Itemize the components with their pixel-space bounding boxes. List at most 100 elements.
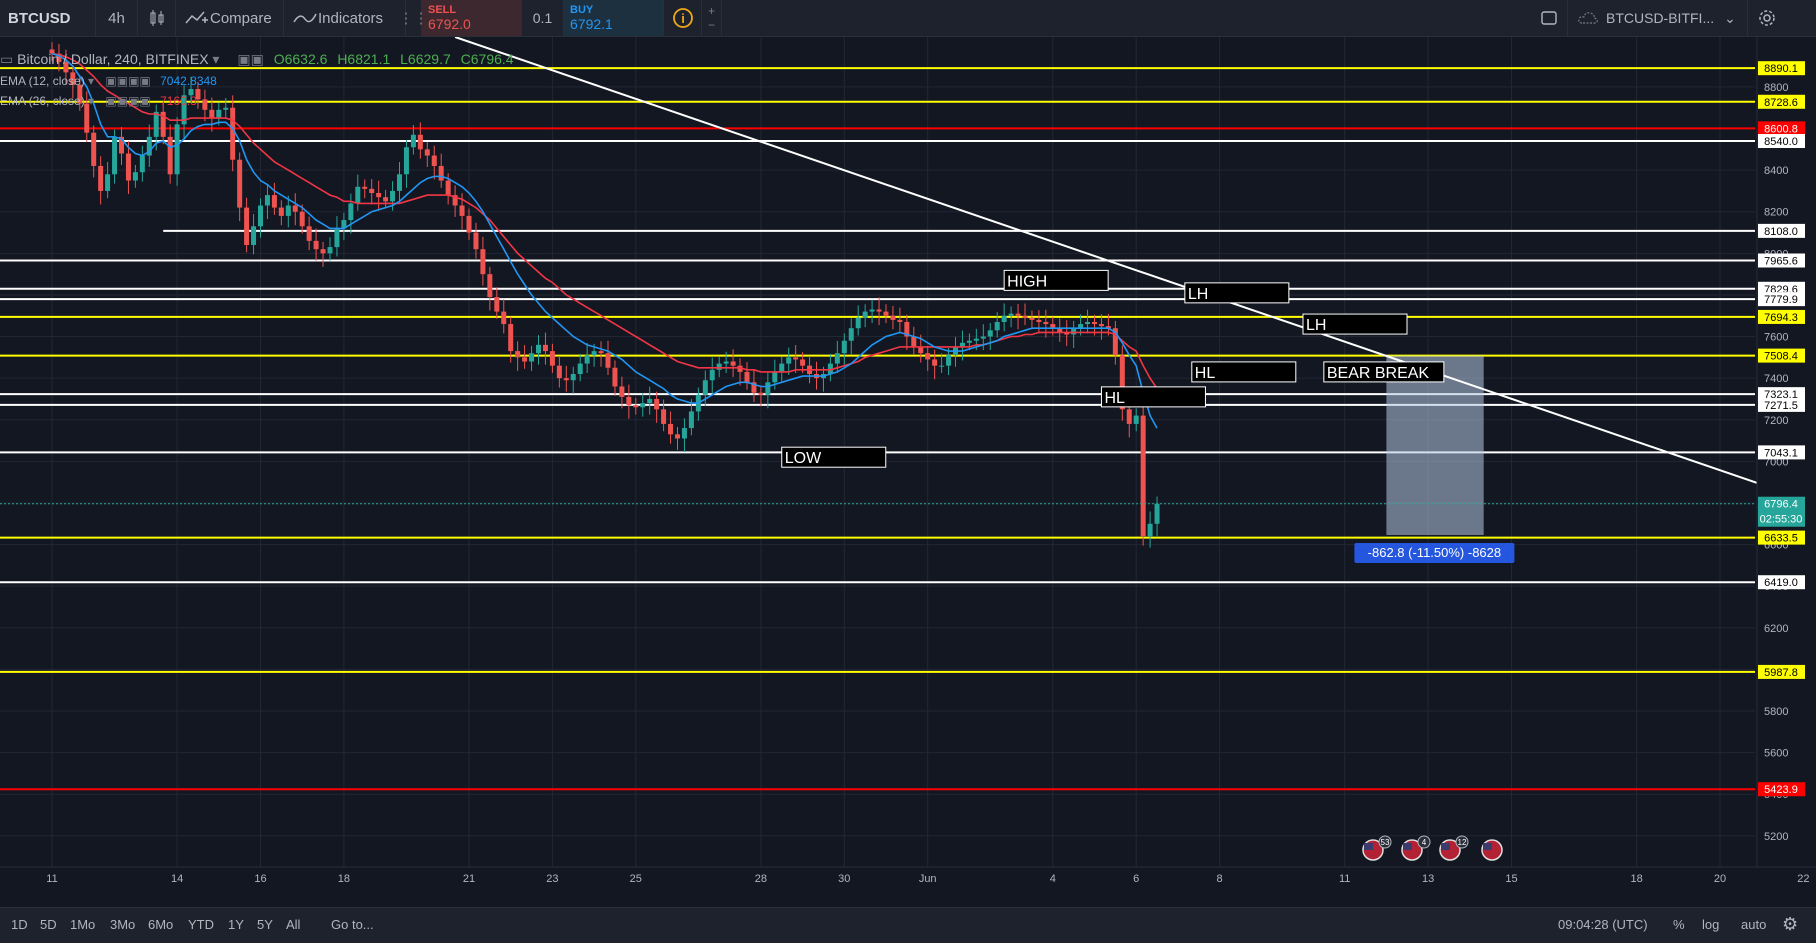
- gear-icon[interactable]: ⚙: [1782, 914, 1799, 934]
- range-button-all[interactable]: All: [286, 917, 301, 932]
- drag-handle-icon[interactable]: ⋮⋮: [399, 0, 429, 36]
- legend-ema12[interactable]: EMA (12, close) ▾ ▣▣▣▣ 7042.8348: [0, 74, 217, 88]
- annotation-box: [1003, 269, 1109, 291]
- level-badge: [1758, 664, 1805, 679]
- indicators-button[interactable]: Indicators: [284, 0, 406, 36]
- candle-body: [397, 174, 402, 191]
- auto-toggle[interactable]: auto: [1741, 917, 1767, 932]
- ema26-buttons-icon[interactable]: ▣▣▣▣: [105, 94, 151, 108]
- candle-body: [515, 351, 521, 358]
- level-label: 7508.4: [1764, 351, 1798, 363]
- log-toggle[interactable]: log: [1702, 917, 1720, 932]
- compare-label: Compare: [210, 9, 272, 27]
- candle-body: [1029, 317, 1035, 320]
- event-badge: [1378, 835, 1392, 849]
- percent-toggle[interactable]: %: [1673, 917, 1685, 932]
- minus-icon[interactable]: −: [707, 18, 715, 32]
- candle-body: [230, 107, 236, 160]
- range-button-6mo[interactable]: 6Mo: [148, 917, 174, 932]
- goto-button[interactable]: Go to...: [331, 917, 374, 932]
- candle-body: [584, 355, 590, 364]
- symbol-search[interactable]: BTCUSD: [0, 0, 96, 36]
- ema26-line: [51, 52, 1158, 390]
- level-label: 6633.5: [1764, 533, 1798, 545]
- candle-body: [63, 61, 69, 73]
- level-label: 8890.1: [1764, 63, 1798, 75]
- candle-body: [1112, 328, 1118, 356]
- candle-body: [1071, 328, 1077, 335]
- flag-canton: [1483, 843, 1492, 850]
- chart-style-button[interactable]: [138, 0, 176, 36]
- candle-body: [292, 205, 298, 212]
- event-badge: [1417, 835, 1431, 849]
- legend-high: H6821.1: [337, 51, 391, 67]
- time-tick: 16: [254, 873, 266, 885]
- ema12-buttons-icon[interactable]: ▣▣▣▣: [105, 74, 151, 88]
- candle-body: [709, 369, 715, 381]
- range-button-1mo[interactable]: 1Mo: [70, 917, 96, 932]
- legend-low: L6629.7: [400, 51, 451, 67]
- candle-body: [855, 317, 861, 329]
- candle-body: [112, 136, 118, 175]
- level-label: 5423.9: [1764, 784, 1798, 796]
- candle-body: [167, 136, 173, 175]
- candle-body: [237, 159, 243, 208]
- interval-button[interactable]: 4h: [96, 0, 138, 36]
- candle-body: [918, 346, 924, 354]
- range-button-5y[interactable]: 5Y: [257, 917, 273, 932]
- range-button-3mo[interactable]: 3Mo: [110, 917, 136, 932]
- range-button-ytd[interactable]: YTD: [188, 917, 214, 932]
- time-tick: 28: [755, 873, 767, 885]
- candle-body: [939, 365, 945, 367]
- layout-dropdown[interactable]: BTCUSD-BITFI... ⌄: [1568, 0, 1748, 36]
- chart-pane[interactable]: -862.8 (-11.50%) -8628 HIGH LH LH HL HL BEAR …: [0, 37, 1816, 904]
- candle-body: [341, 220, 347, 229]
- info-button[interactable]: i: [664, 0, 702, 36]
- time-tick: 14: [171, 873, 183, 885]
- annotation-text: HL: [1104, 390, 1125, 407]
- time-tick: 21: [463, 873, 475, 885]
- settings-button[interactable]: [1748, 0, 1786, 36]
- price-chart[interactable]: -862.8 (-11.50%) -8628 HIGH LH LH HL HL BEAR …: [0, 37, 1816, 904]
- candle-body: [563, 378, 569, 381]
- candle-body: [925, 353, 931, 360]
- measure-label-box: [1354, 543, 1515, 563]
- candle-body: [459, 205, 465, 216]
- range-button-1y[interactable]: 1Y: [228, 917, 244, 932]
- legend-close: C6796.4: [460, 51, 514, 67]
- fullscreen-button[interactable]: [1530, 0, 1568, 36]
- legend-ema26[interactable]: EMA (26, close) ▾ ▣▣▣▣ 7160.8: [0, 94, 197, 108]
- chevron-down-icon: ⌄: [1724, 9, 1736, 26]
- annotation-text: HIGH: [1007, 273, 1047, 290]
- time-tick: 22: [1797, 873, 1809, 885]
- candle-body: [716, 363, 722, 370]
- candle-body: [271, 195, 277, 208]
- candle-body: [223, 107, 229, 110]
- candles: [49, 42, 1160, 548]
- candle-body: [668, 423, 674, 435]
- sell-button[interactable]: SELL 6792.0: [422, 0, 522, 36]
- quantity-stepper[interactable]: + −: [702, 0, 722, 36]
- candle-body: [98, 165, 104, 191]
- candle-body: [605, 353, 611, 368]
- level-badge: [1758, 134, 1805, 149]
- candle-body: [174, 124, 180, 175]
- buy-button[interactable]: BUY 6792.1: [564, 0, 664, 36]
- candle-body: [800, 359, 806, 366]
- plus-icon[interactable]: +: [707, 4, 715, 18]
- candle-body: [862, 311, 868, 318]
- level-label: 7779.9: [1764, 294, 1798, 306]
- time-axis: 11 14 16 18 21 23 25 28 30 Jun 4 6 8 11 13 15 18 20 22: [0, 866, 1816, 904]
- legend-buttons-icon[interactable]: ▣▣: [237, 51, 264, 67]
- compare-button[interactable]: Compare: [176, 0, 284, 36]
- level-badge: [1758, 348, 1805, 363]
- candle-body: [946, 355, 952, 366]
- level-badge: [1758, 397, 1805, 412]
- range-button-5d[interactable]: 5D: [40, 917, 57, 932]
- time-tick: 23: [546, 873, 558, 885]
- collapse-icon[interactable]: ▭: [0, 51, 18, 67]
- time-tick: 25: [630, 873, 642, 885]
- candle-body: [1050, 324, 1056, 329]
- candle-body: [890, 315, 896, 320]
- range-button-1d[interactable]: 1D: [11, 917, 28, 932]
